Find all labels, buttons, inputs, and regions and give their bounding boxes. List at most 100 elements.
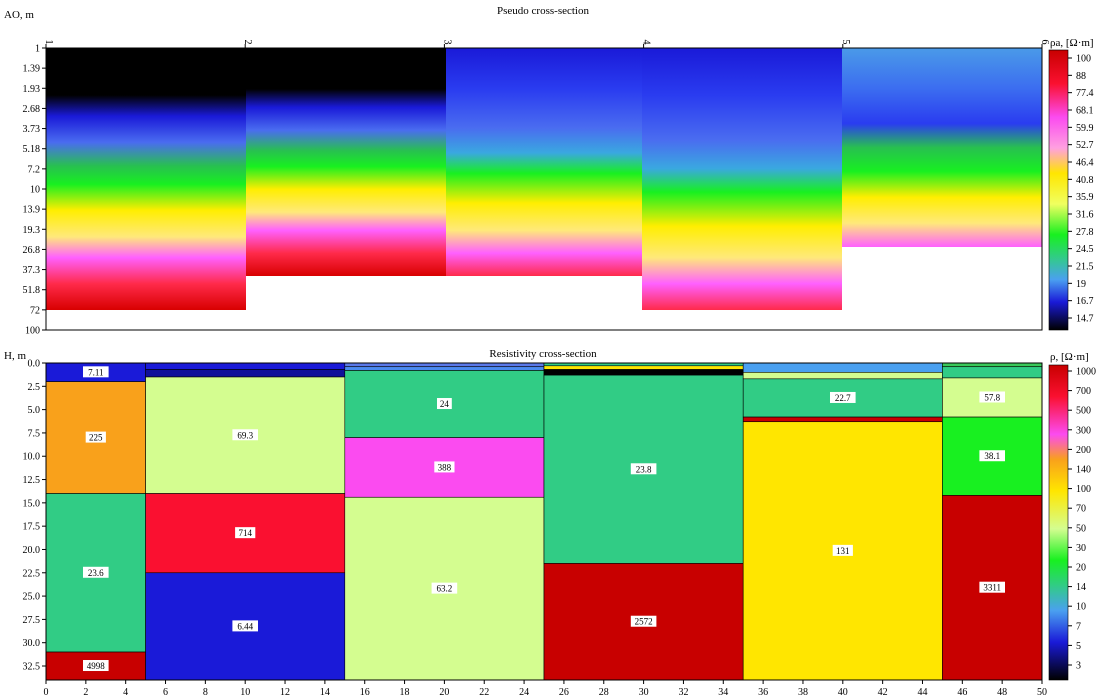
pseudo-y-tick-label: 26.8 (23, 245, 41, 256)
resist-layer-label-bg (979, 450, 1005, 462)
pseudo-colorbar-tick-label: 77.4 (1076, 88, 1094, 99)
pseudo-colorbar-tick-label: 27.8 (1076, 227, 1094, 238)
resist-layer (742, 416, 943, 423)
resist-layer-label-bg (832, 544, 853, 556)
resist-layer-label: 69.3 (237, 430, 253, 440)
resist-layer-label-bg (83, 660, 109, 672)
resist-y-tick-label: 22.5 (23, 568, 41, 579)
resist-layer-label-bg (437, 398, 452, 410)
resist-y-tick-label: 5.0 (28, 405, 41, 416)
resist-colorbar-axis: 1000 700 500 300 200 140 100 70 50 30 20 14 10 7 5 3 (1068, 367, 1096, 672)
resist-colorbar (1048, 364, 1069, 681)
pseudo-colorbar (1048, 49, 1069, 331)
pseudo-y-tick-label: 3.73 (23, 124, 41, 135)
resist-layer (145, 369, 346, 378)
pseudo-top-tick-label: 5 (840, 40, 851, 45)
resist-layer-label-bg (630, 615, 657, 627)
resist-colorbar-tick-label: 500 (1076, 406, 1091, 417)
resist-x-tick-label: 10 (240, 687, 250, 698)
resist-layer (942, 366, 1043, 379)
pseudo-colorbar-tick-label: 16.7 (1076, 296, 1094, 307)
pseudo-colorbar-label: ρa, [Ω·m] (1050, 37, 1094, 49)
resist-y-tick-label: 25.0 (23, 592, 41, 603)
resist-colorbar-tick-label: 3 (1076, 661, 1081, 672)
resist-x-tick-label: 32 (678, 687, 688, 698)
resist-frame (45, 362, 1043, 681)
resist-layer-label-bg (830, 391, 856, 403)
resist-y-tick-label: 7.5 (28, 428, 41, 439)
pseudo-colorbar-tick-label: 35.9 (1076, 192, 1094, 203)
resist-y-tick-label: 2.5 (28, 382, 41, 393)
resist-layer-label: 6.44 (237, 621, 253, 631)
resist-layer-label: 714 (238, 528, 252, 538)
pseudo-colorbar-axis: 100 88 77.4 68.1 59.9 52.7 46.4 40.8 35.9 31.6 27.… (1068, 54, 1094, 325)
pseudo-colorbar-tick-label: 52.7 (1076, 140, 1094, 151)
pseudo-top-tick-label: 1 (43, 40, 54, 45)
resist-x-tick-label: 36 (758, 687, 768, 698)
resist-y-tick-label: 15.0 (23, 498, 41, 509)
resist-y-axis: 0.0 2.5 5.0 7.5 10.0 12.5 15.0 17.5 20.0 22.5 25.0… (23, 359, 46, 673)
resist-y-tick-label: 10.0 (23, 452, 41, 463)
pseudo-y-tick-label: 1.93 (23, 84, 41, 95)
resist-x-tick-label: 44 (917, 687, 927, 698)
resist-colorbar-tick-label: 300 (1076, 425, 1091, 436)
resist-x-tick-label: 42 (878, 687, 888, 698)
resist-x-tick-label: 24 (519, 687, 529, 698)
resist-y-tick-label: 0.0 (28, 359, 41, 370)
resist-colorbar-tick-label: 30 (1076, 543, 1086, 554)
resist-x-tick-label: 4 (123, 687, 128, 698)
resist-x-tick-label: 8 (203, 687, 208, 698)
pseudo-y-tick-label: 1 (35, 44, 40, 55)
pseudo-colorbar-tick-label: 40.8 (1076, 175, 1094, 186)
pseudo-field-left (46, 48, 246, 310)
pseudo-top-tick-label: 3 (441, 40, 452, 45)
pseudo-title: Pseudo cross-section (497, 5, 589, 17)
resist-layer-label: 7.11 (88, 367, 103, 377)
pseudo-ylabel: AO, m (4, 9, 34, 21)
resist-layer (942, 362, 1043, 368)
resist-layer (742, 372, 943, 380)
resist-colorbar-tick-label: 7 (1076, 621, 1081, 632)
resist-layer-label: 57.8 (984, 392, 1000, 402)
resist-colorbar-tick-label: 200 (1076, 445, 1091, 456)
resist-layer-label: 23.6 (88, 568, 104, 578)
resist-heatmap: 7.11 225 23.6 4998 69.3 714 6.44 24 388 63.2 23.8 2… (45, 362, 1043, 681)
pseudo-y-tick-label: 7.2 (28, 164, 41, 175)
pseudo-colorbar-tick-label: 59.9 (1076, 123, 1094, 134)
pseudo-field-cusp (642, 48, 842, 310)
resist-x-tick-label: 6 (163, 687, 168, 698)
pseudo-y-tick-label: 19.3 (23, 225, 41, 236)
pseudo-top-tick-label: 2 (242, 40, 253, 45)
resist-x-axis: 0 2 4 6 8 10 12 14 16 18 20 22 24 26 28 30 32 34 36 38 40 42 4… (44, 680, 1047, 698)
pseudo-colorbar-tick-label: 46.4 (1076, 158, 1094, 169)
pseudo-y-tick-label: 100 (25, 326, 40, 337)
resist-layer-label: 23.8 (636, 464, 652, 474)
resist-x-tick-label: 16 (360, 687, 370, 698)
resist-colorbar-tick-label: 5 (1076, 641, 1081, 652)
pseudo-field-center (246, 48, 446, 276)
resist-layer (742, 362, 943, 373)
resist-x-tick-label: 18 (400, 687, 410, 698)
resist-layer-label: 225 (89, 433, 103, 443)
resist-layer (344, 366, 545, 371)
resist-x-tick-label: 34 (718, 687, 728, 698)
resist-layer-label: 63.2 (437, 584, 453, 594)
resist-layer-label-bg (979, 391, 1005, 403)
pseudo-y-tick-label: 5.18 (23, 144, 41, 155)
pseudo-top-tick-label: 6 (1039, 40, 1050, 45)
pseudo-colorbar-tick-label: 100 (1076, 54, 1091, 65)
resist-y-tick-label: 27.5 (23, 615, 41, 626)
resist-layer-label-bg (232, 429, 258, 441)
pseudo-colorbar-tick-label: 68.1 (1076, 106, 1094, 117)
pseudo-colorbar-tick-label: 31.6 (1076, 210, 1094, 221)
resist-x-tick-label: 26 (559, 687, 569, 698)
resist-layer-label-bg (434, 461, 455, 473)
resist-x-tick-label: 12 (280, 687, 290, 698)
resist-x-tick-label: 30 (639, 687, 649, 698)
pseudo-y-tick-label: 51.8 (23, 285, 41, 296)
pseudo-blank-cusp (642, 310, 842, 330)
pseudo-colorbar-tick-label: 88 (1076, 71, 1086, 82)
resist-colorbar-tick-label: 1000 (1076, 367, 1096, 378)
pseudo-y-tick-label: 37.3 (23, 265, 41, 276)
